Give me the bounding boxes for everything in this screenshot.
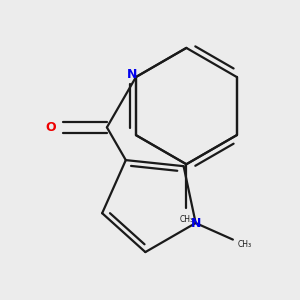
Text: N: N <box>190 217 201 230</box>
Text: N: N <box>127 68 137 81</box>
Text: O: O <box>45 121 56 134</box>
Text: CH₃: CH₃ <box>179 215 194 224</box>
Text: CH₃: CH₃ <box>238 240 252 249</box>
